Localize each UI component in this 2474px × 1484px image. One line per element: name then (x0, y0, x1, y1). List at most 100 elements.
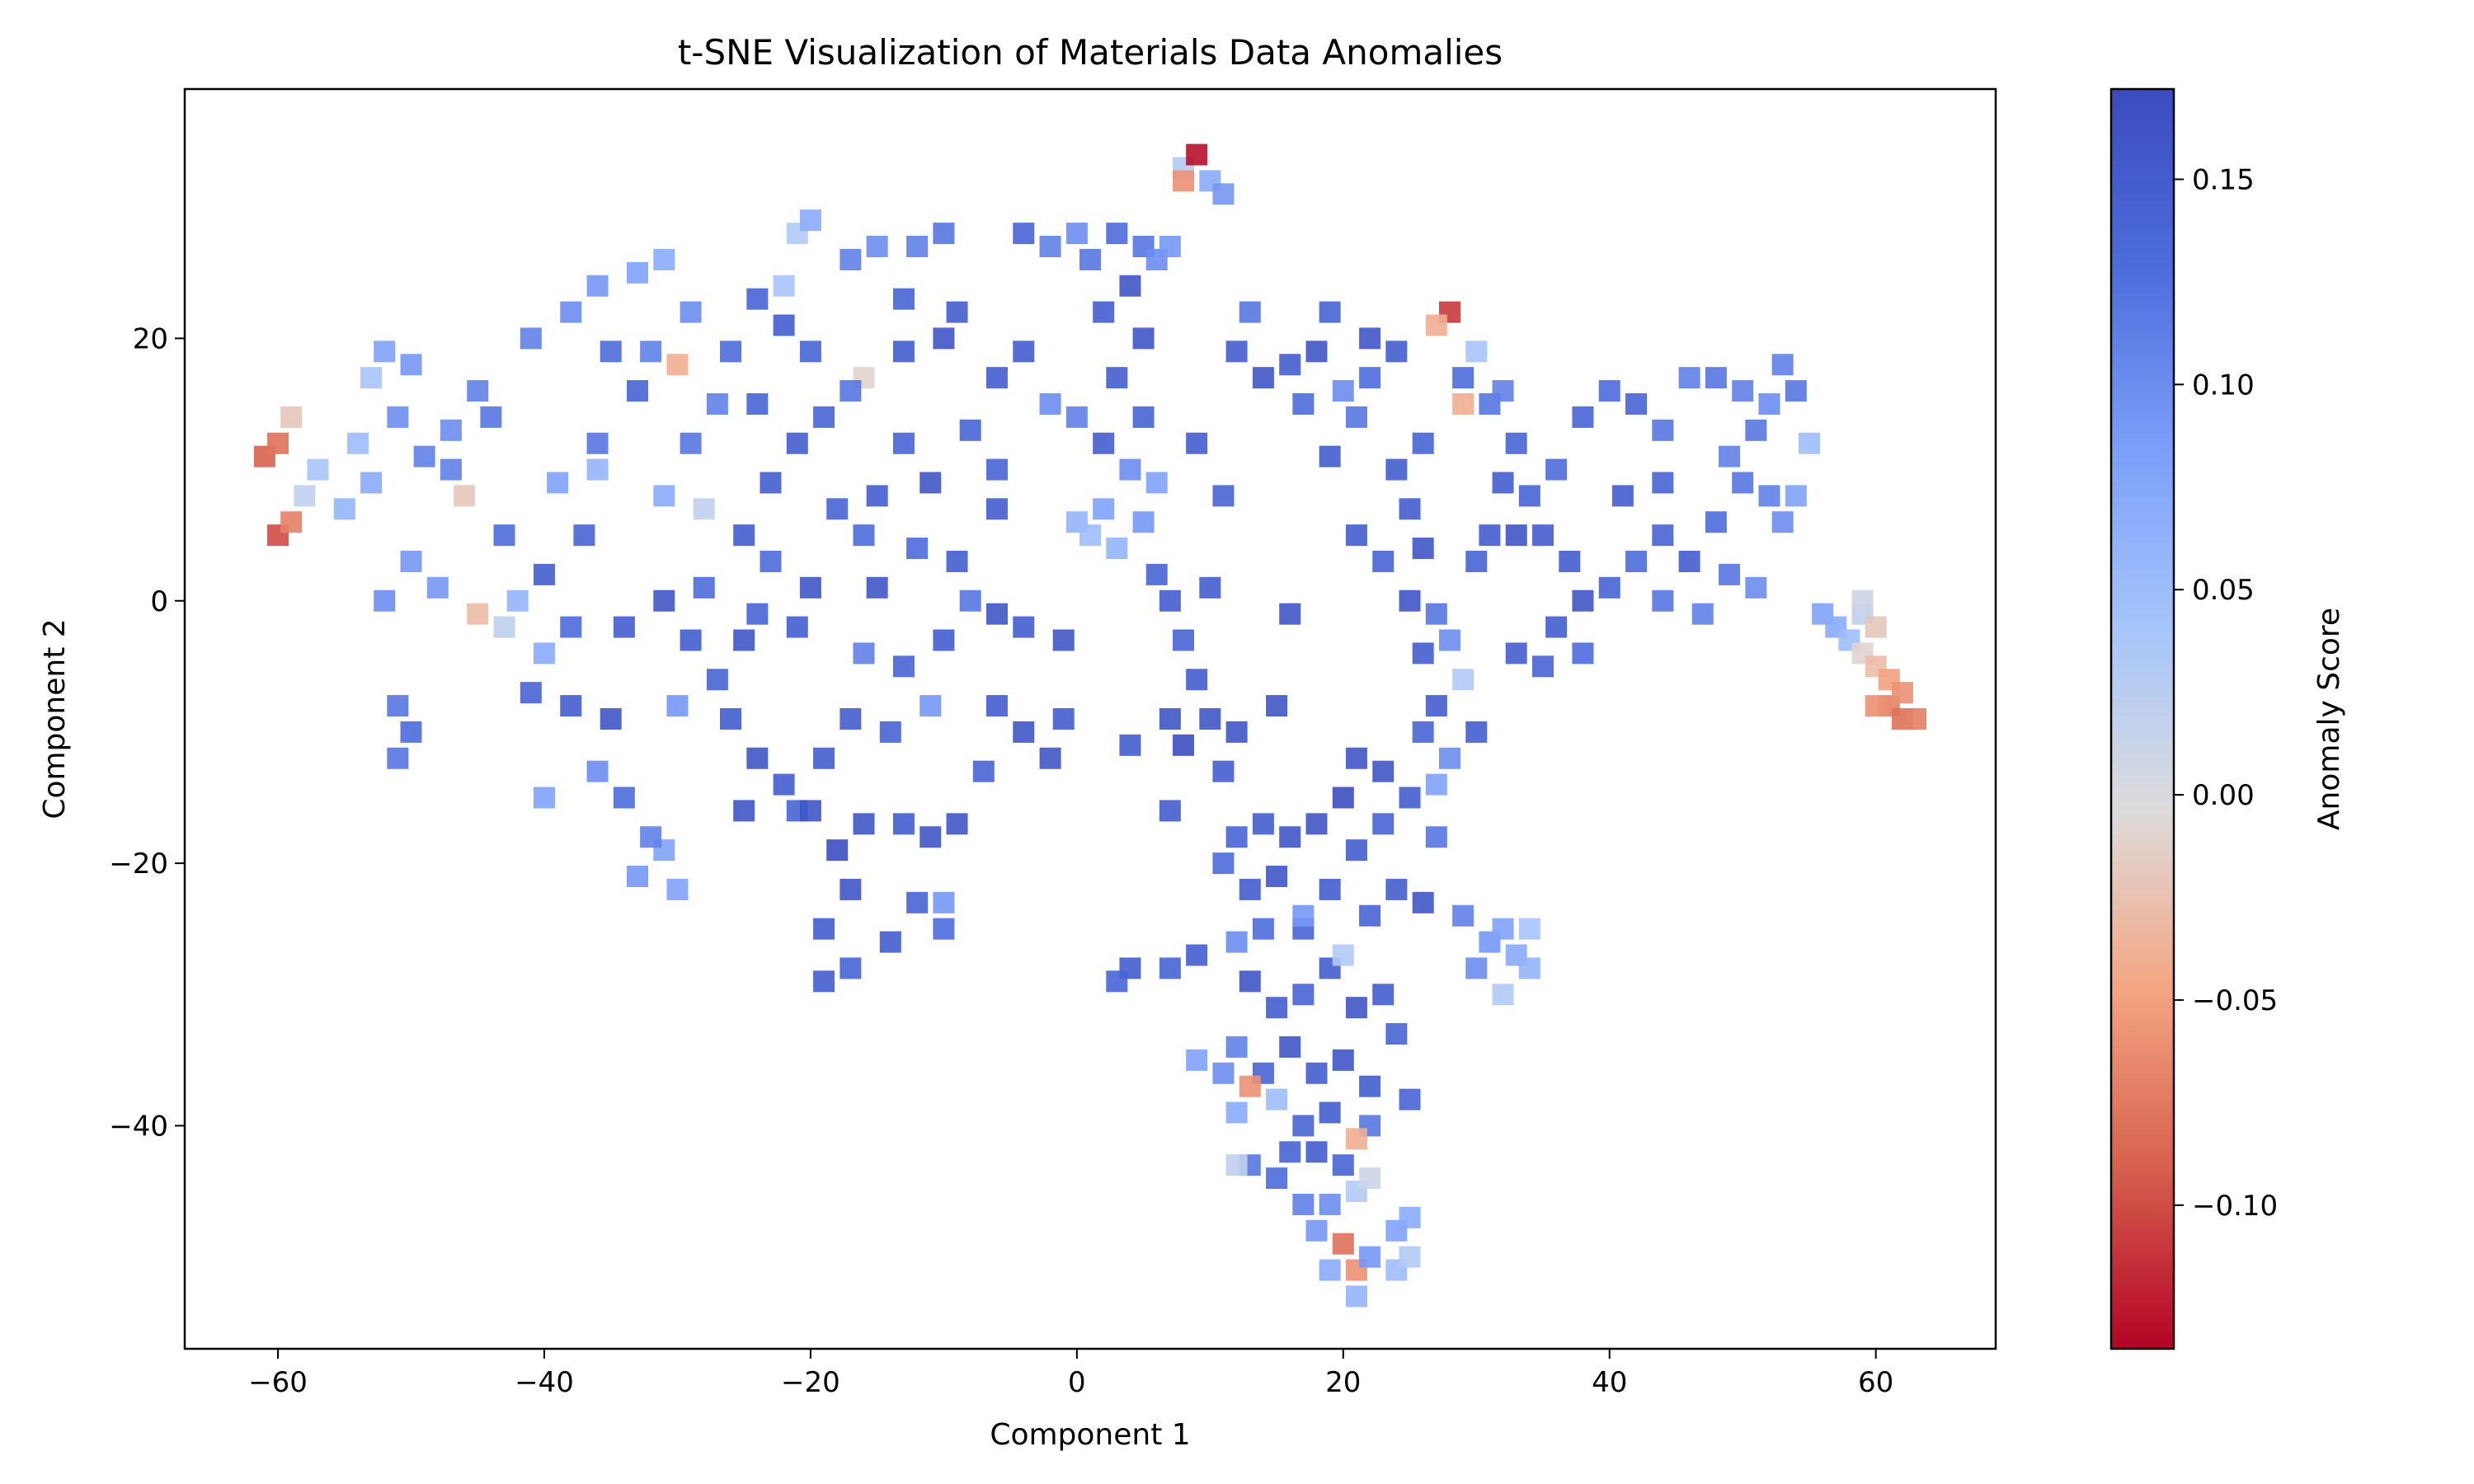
data-point (786, 616, 808, 638)
data-point (1532, 655, 1554, 678)
data-point (1319, 1193, 1341, 1215)
data-point (1745, 419, 1767, 441)
data-point (1186, 143, 1208, 166)
data-point (1719, 445, 1741, 467)
data-point (1652, 472, 1674, 494)
data-point (666, 354, 689, 376)
y-axis-title: Component 2 (38, 618, 72, 819)
data-point (1372, 984, 1395, 1006)
data-point (1359, 1246, 1381, 1268)
data-point (1399, 1088, 1421, 1111)
data-point (933, 629, 955, 651)
data-point (799, 800, 821, 822)
data-point (1173, 734, 1195, 756)
data-point (1106, 367, 1128, 389)
data-point (1611, 485, 1634, 507)
colorbar-tick-label: 0.00 (2192, 779, 2255, 812)
data-point (1385, 340, 1408, 363)
data-point (1452, 393, 1475, 415)
data-point (493, 616, 515, 638)
data-point (1093, 301, 1115, 323)
data-point (387, 695, 409, 717)
data-point (892, 655, 915, 678)
data-point (1865, 616, 1887, 638)
data-point (440, 458, 462, 481)
data-point (1225, 931, 1248, 953)
data-point (1332, 1154, 1354, 1176)
data-point (627, 380, 648, 402)
data-point (1239, 301, 1261, 323)
x-tick-label: −40 (515, 1366, 574, 1399)
data-point (1266, 866, 1288, 887)
data-point (1159, 957, 1181, 979)
colorbar-tick-label: 0.05 (2192, 574, 2255, 607)
data-point (1186, 1049, 1208, 1071)
data-point (666, 878, 689, 900)
data-point (1492, 918, 1514, 940)
data-point (733, 800, 755, 822)
data-point (400, 551, 422, 572)
data-point (1518, 485, 1540, 507)
data-point (1252, 813, 1274, 835)
data-point (1159, 589, 1181, 612)
data-point (1359, 904, 1381, 927)
data-point (1186, 669, 1208, 691)
data-point (1745, 576, 1767, 599)
data-point (640, 826, 662, 848)
data-point (600, 340, 622, 363)
data-point (280, 511, 303, 533)
data-point (866, 236, 888, 257)
data-point (1572, 406, 1594, 428)
data-point (746, 603, 769, 625)
data-point (1905, 708, 1927, 730)
data-point (1518, 918, 1540, 940)
data-point (706, 393, 728, 415)
data-point (1399, 1206, 1421, 1228)
data-point (586, 458, 609, 481)
data-point (826, 839, 849, 862)
colorbar-title: Anomaly Score (2312, 608, 2346, 830)
data-point (985, 498, 1008, 520)
data-point (1065, 406, 1088, 428)
data-point (1212, 1062, 1235, 1084)
data-point (1079, 524, 1101, 547)
data-point (1186, 944, 1208, 966)
data-point (400, 354, 422, 376)
data-point (533, 787, 555, 809)
data-point (1412, 721, 1434, 743)
data-point (1399, 1246, 1421, 1268)
data-point (959, 419, 981, 441)
data-point (1452, 669, 1475, 691)
data-point (985, 695, 1008, 717)
data-point (1039, 393, 1061, 415)
data-point (294, 485, 316, 507)
data-point (1399, 589, 1421, 612)
data-point (1279, 1036, 1301, 1058)
data-point (920, 695, 942, 717)
data-point (1479, 524, 1501, 547)
data-point (906, 891, 929, 913)
data-point (1785, 380, 1807, 402)
data-point (813, 406, 835, 428)
data-point (1705, 367, 1727, 389)
data-point (892, 288, 915, 310)
data-point (1266, 1088, 1288, 1111)
y-tick-label: 0 (150, 585, 168, 618)
data-point (413, 445, 435, 467)
data-point (560, 695, 582, 717)
data-point (1678, 367, 1700, 389)
data-point (1771, 511, 1794, 533)
data-point (1279, 603, 1301, 625)
data-point (1159, 236, 1181, 257)
data-point (1132, 511, 1155, 533)
data-point (1052, 708, 1075, 730)
data-point (840, 248, 862, 270)
data-point (586, 760, 609, 782)
data-point (1319, 301, 1341, 323)
data-point (1345, 1128, 1367, 1150)
data-point (840, 380, 862, 402)
data-point (1492, 472, 1514, 494)
data-point (1173, 629, 1195, 651)
data-point (892, 340, 915, 363)
